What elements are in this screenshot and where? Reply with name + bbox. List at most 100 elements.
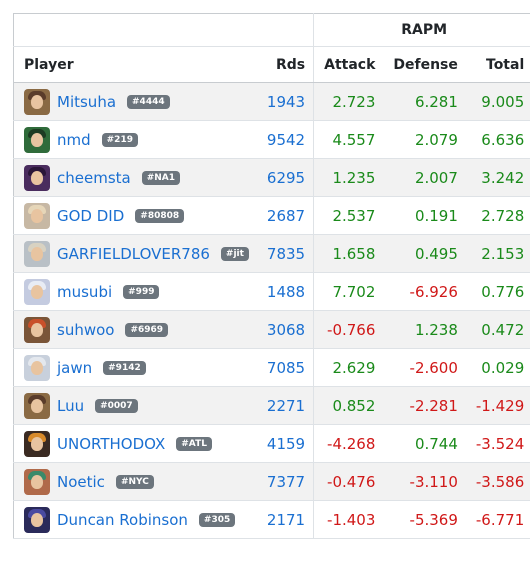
total-value: 0.472	[465, 310, 530, 349]
player-tag-badge: #ATL	[176, 436, 212, 451]
avatar-face-shape	[31, 132, 43, 147]
player-name-link[interactable]: Duncan Robinson	[57, 510, 188, 529]
header-group-row: RAPM	[13, 13, 530, 47]
player-name-link[interactable]: Noetic	[57, 472, 105, 491]
rds-link[interactable]: 2687	[256, 196, 314, 235]
rds-link[interactable]: 3068	[256, 310, 314, 349]
table-row: cheemsta #NA1 6295 1.235 2.007 3.242	[13, 158, 530, 197]
defense-value: 1.238	[383, 310, 466, 349]
rds-link[interactable]: 1943	[256, 82, 314, 121]
rds-link[interactable]: 7835	[256, 234, 314, 273]
total-value: -3.586	[465, 462, 530, 501]
player-info: GOD DID #80808	[24, 202, 249, 229]
player-cell: cheemsta #NA1	[13, 158, 257, 197]
player-name-link[interactable]: jawn	[57, 358, 93, 377]
player-tag-badge: #219	[101, 132, 138, 147]
player-info: UNORTHODOX #ATL	[24, 430, 249, 457]
table-row: suhwoo #6969 3068 -0.766 1.238 0.472	[13, 310, 530, 349]
avatar-face-shape	[31, 474, 43, 489]
player-avatar	[24, 164, 50, 191]
rapm-table: RAPM Player Rds Attack Defense Total Mit…	[13, 13, 530, 539]
defense-value: -3.110	[383, 462, 466, 501]
rds-link[interactable]: 7085	[256, 348, 314, 387]
player-tag-badge: #80808	[135, 208, 185, 223]
defense-value: 2.007	[383, 158, 466, 197]
attack-value: -4.268	[313, 424, 384, 463]
player-cell: GOD DID #80808	[13, 196, 257, 235]
table-row: jawn #9142 7085 2.629 -2.600 0.029	[13, 348, 530, 387]
avatar-face-shape	[31, 170, 43, 185]
player-name-link[interactable]: GARFIELDLOVER786	[57, 244, 210, 263]
rds-link[interactable]: 2171	[256, 500, 314, 539]
player-avatar	[24, 88, 50, 115]
defense-value: 6.281	[383, 82, 466, 121]
player-info: cheemsta #NA1	[24, 164, 249, 191]
table-row: nmd #219 9542 4.557 2.079 6.636	[13, 120, 530, 159]
defense-value: 0.495	[383, 234, 466, 273]
player-cell: Luu #0007	[13, 386, 257, 425]
column-header-player[interactable]: Player	[13, 46, 257, 83]
total-value: 6.636	[465, 120, 530, 159]
column-header-defense[interactable]: Defense	[383, 46, 466, 83]
player-tag-badge: #999	[123, 284, 160, 299]
rds-link[interactable]: 9542	[256, 120, 314, 159]
player-name-link[interactable]: Mitsuha	[57, 92, 117, 111]
player-name-link[interactable]: UNORTHODOX	[57, 434, 166, 453]
rds-link[interactable]: 2271	[256, 386, 314, 425]
attack-value: -1.403	[313, 500, 384, 539]
total-value: -1.429	[465, 386, 530, 425]
total-value: 9.005	[465, 82, 530, 121]
header-group-spacer	[13, 13, 314, 47]
avatar-face-shape	[31, 512, 43, 527]
rds-link[interactable]: 4159	[256, 424, 314, 463]
player-avatar	[24, 202, 50, 229]
player-info: Noetic #NYC	[24, 468, 249, 495]
total-value: -3.524	[465, 424, 530, 463]
attack-value: 2.723	[313, 82, 384, 121]
column-header-attack[interactable]: Attack	[313, 46, 384, 83]
defense-value: -5.369	[383, 500, 466, 539]
avatar-face-shape	[31, 246, 43, 261]
player-info: suhwoo #6969	[24, 316, 249, 343]
player-info: Duncan Robinson #305	[24, 506, 249, 533]
attack-value: 2.629	[313, 348, 384, 387]
player-name-link[interactable]: musubi	[57, 282, 113, 301]
avatar-face-shape	[31, 322, 43, 337]
rds-link[interactable]: 1488	[256, 272, 314, 311]
avatar-face-shape	[31, 360, 43, 375]
rds-link[interactable]: 6295	[256, 158, 314, 197]
player-name-link[interactable]: nmd	[57, 130, 91, 149]
player-cell: suhwoo #6969	[13, 310, 257, 349]
table-row: Mitsuha #4444 1943 2.723 6.281 9.005	[13, 82, 530, 121]
player-cell: Noetic #NYC	[13, 462, 257, 501]
avatar-face-shape	[31, 398, 43, 413]
avatar-face-shape	[31, 208, 43, 223]
header-columns-row: Player Rds Attack Defense Total	[13, 46, 530, 83]
player-tag-badge: #4444	[127, 94, 170, 109]
column-header-rds[interactable]: Rds	[256, 46, 314, 83]
player-name-link[interactable]: GOD DID	[57, 206, 125, 225]
total-value: 0.776	[465, 272, 530, 311]
player-cell: musubi #999	[13, 272, 257, 311]
total-value: -6.771	[465, 500, 530, 539]
rds-link[interactable]: 7377	[256, 462, 314, 501]
player-name-link[interactable]: Luu	[57, 396, 85, 415]
rapm-table-container: RAPM Player Rds Attack Defense Total Mit…	[13, 13, 530, 539]
player-tag-badge: #NYC	[115, 474, 154, 489]
player-cell: jawn #9142	[13, 348, 257, 387]
player-cell: nmd #219	[13, 120, 257, 159]
player-info: Mitsuha #4444	[24, 88, 249, 115]
attack-value: 2.537	[313, 196, 384, 235]
avatar-face-shape	[31, 436, 43, 451]
defense-value: -6.926	[383, 272, 466, 311]
table-row: UNORTHODOX #ATL 4159 -4.268 0.744 -3.524	[13, 424, 530, 463]
player-tag-badge: #6969	[125, 322, 169, 337]
player-cell: Duncan Robinson #305	[13, 500, 257, 539]
defense-value: 0.191	[383, 196, 466, 235]
player-cell: GARFIELDLOVER786 #jit	[13, 234, 257, 273]
attack-value: 1.235	[313, 158, 384, 197]
player-name-link[interactable]: suhwoo	[57, 320, 115, 339]
column-header-total[interactable]: Total	[465, 46, 530, 83]
player-name-link[interactable]: cheemsta	[57, 168, 131, 187]
player-info: GARFIELDLOVER786 #jit	[24, 240, 249, 267]
